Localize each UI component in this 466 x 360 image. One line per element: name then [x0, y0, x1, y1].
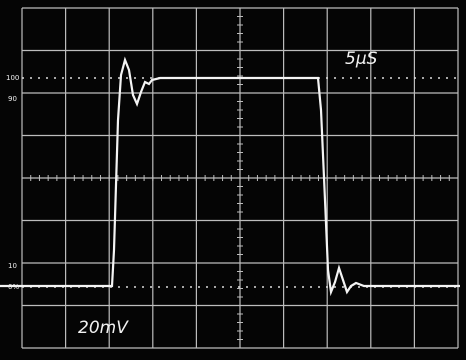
- time-scale: 5µS: [345, 49, 378, 69]
- graticule-label: 0%: [8, 283, 19, 291]
- graticule-label: 10: [8, 262, 17, 270]
- graticule-label: 90: [8, 95, 17, 103]
- graticule-label: 100: [6, 74, 19, 82]
- waveform: [0, 56, 460, 297]
- graticule: [21, 7, 459, 349]
- volt-scale: 20mV: [78, 318, 129, 338]
